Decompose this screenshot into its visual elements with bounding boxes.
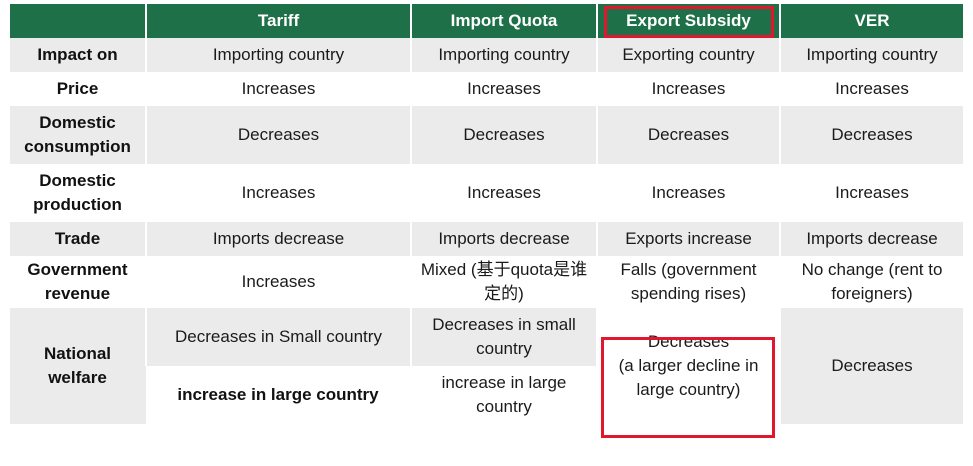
cell-tariff: Imports decrease: [145, 222, 411, 256]
cell-ver-welfare: Decreases: [779, 308, 963, 424]
cell-subsidy: Falls (government spending rises): [596, 256, 780, 308]
cell-ver: Decreases: [779, 106, 963, 164]
row-label-impact: Impact on: [10, 38, 146, 72]
cell-subsidy: Exporting country: [596, 38, 780, 72]
cell-tariff: Decreases: [145, 106, 411, 164]
row-label-price: Price: [10, 72, 146, 106]
row-label-revenue: Government revenue: [10, 256, 146, 308]
header-ver: VER: [779, 4, 963, 38]
cell-ver: Increases: [779, 72, 963, 106]
cell-ver: Importing country: [779, 38, 963, 72]
header-blank: [10, 4, 146, 38]
cell-subsidy-welfare: Decreases (a larger decline in large cou…: [596, 308, 780, 424]
cell-quota: Mixed (基于quota是谁定的): [410, 256, 597, 308]
cell-subsidy: Decreases: [596, 106, 780, 164]
table-row: Government revenue Increases Mixed (基于qu…: [10, 256, 963, 308]
header-tariff: Tariff: [145, 4, 411, 38]
cell-quota: Increases: [410, 72, 597, 106]
table-row: Trade Imports decrease Imports decrease …: [10, 222, 963, 256]
cell-quota-small: Decreases in small country: [410, 308, 597, 366]
cell-quota-large: increase in large country: [410, 366, 597, 424]
cell-subsidy: Exports increase: [596, 222, 780, 256]
header-row: Tariff Import Quota Export Subsidy VER: [10, 4, 963, 38]
cell-quota: Increases: [410, 164, 597, 222]
trade-policy-comparison-table: Tariff Import Quota Export Subsidy VER I…: [10, 4, 963, 424]
row-label-production: Domestic production: [10, 164, 146, 222]
cell-tariff-small: Decreases in Small country: [145, 308, 411, 366]
cell-quota: Decreases: [410, 106, 597, 164]
cell-subsidy: Increases: [596, 164, 780, 222]
cell-tariff: Increases: [145, 164, 411, 222]
row-label-welfare: National welfare: [10, 308, 146, 424]
highlight-box-export-subsidy-header: [604, 6, 774, 38]
highlight-box-export-subsidy-welfare: [601, 337, 775, 438]
cell-tariff-large: increase in large country: [146, 366, 411, 424]
table-row: Domestic production Increases Increases …: [10, 164, 963, 222]
comparison-table-container: Tariff Import Quota Export Subsidy VER I…: [10, 4, 963, 424]
cell-ver: No change (rent to foreigners): [779, 256, 963, 308]
cell-ver: Imports decrease: [779, 222, 963, 256]
cell-tariff: Increases: [145, 256, 411, 308]
subsidy-welfare-line2: (a larger decline in large country): [618, 356, 759, 399]
table-row: Domestic consumption Decreases Decreases…: [10, 106, 963, 164]
cell-ver: Increases: [779, 164, 963, 222]
header-import-quota: Import Quota: [410, 4, 597, 38]
cell-quota: Imports decrease: [410, 222, 597, 256]
cell-tariff: Importing country: [145, 38, 411, 72]
table-row: National welfare Decreases in Small coun…: [10, 308, 963, 424]
subsidy-welfare-line1: Decreases: [647, 332, 730, 351]
table-row: Impact on Importing country Importing co…: [10, 38, 963, 72]
table-row: Price Increases Increases Increases Incr…: [10, 72, 963, 106]
row-label-consumption: Domestic consumption: [10, 106, 146, 164]
table-row: increase in large country increase in la…: [10, 366, 963, 424]
header-export-subsidy: Export Subsidy: [596, 4, 780, 38]
cell-quota: Importing country: [410, 38, 597, 72]
cell-subsidy: Increases: [596, 72, 780, 106]
row-label-trade: Trade: [10, 222, 146, 256]
cell-tariff: Increases: [145, 72, 411, 106]
